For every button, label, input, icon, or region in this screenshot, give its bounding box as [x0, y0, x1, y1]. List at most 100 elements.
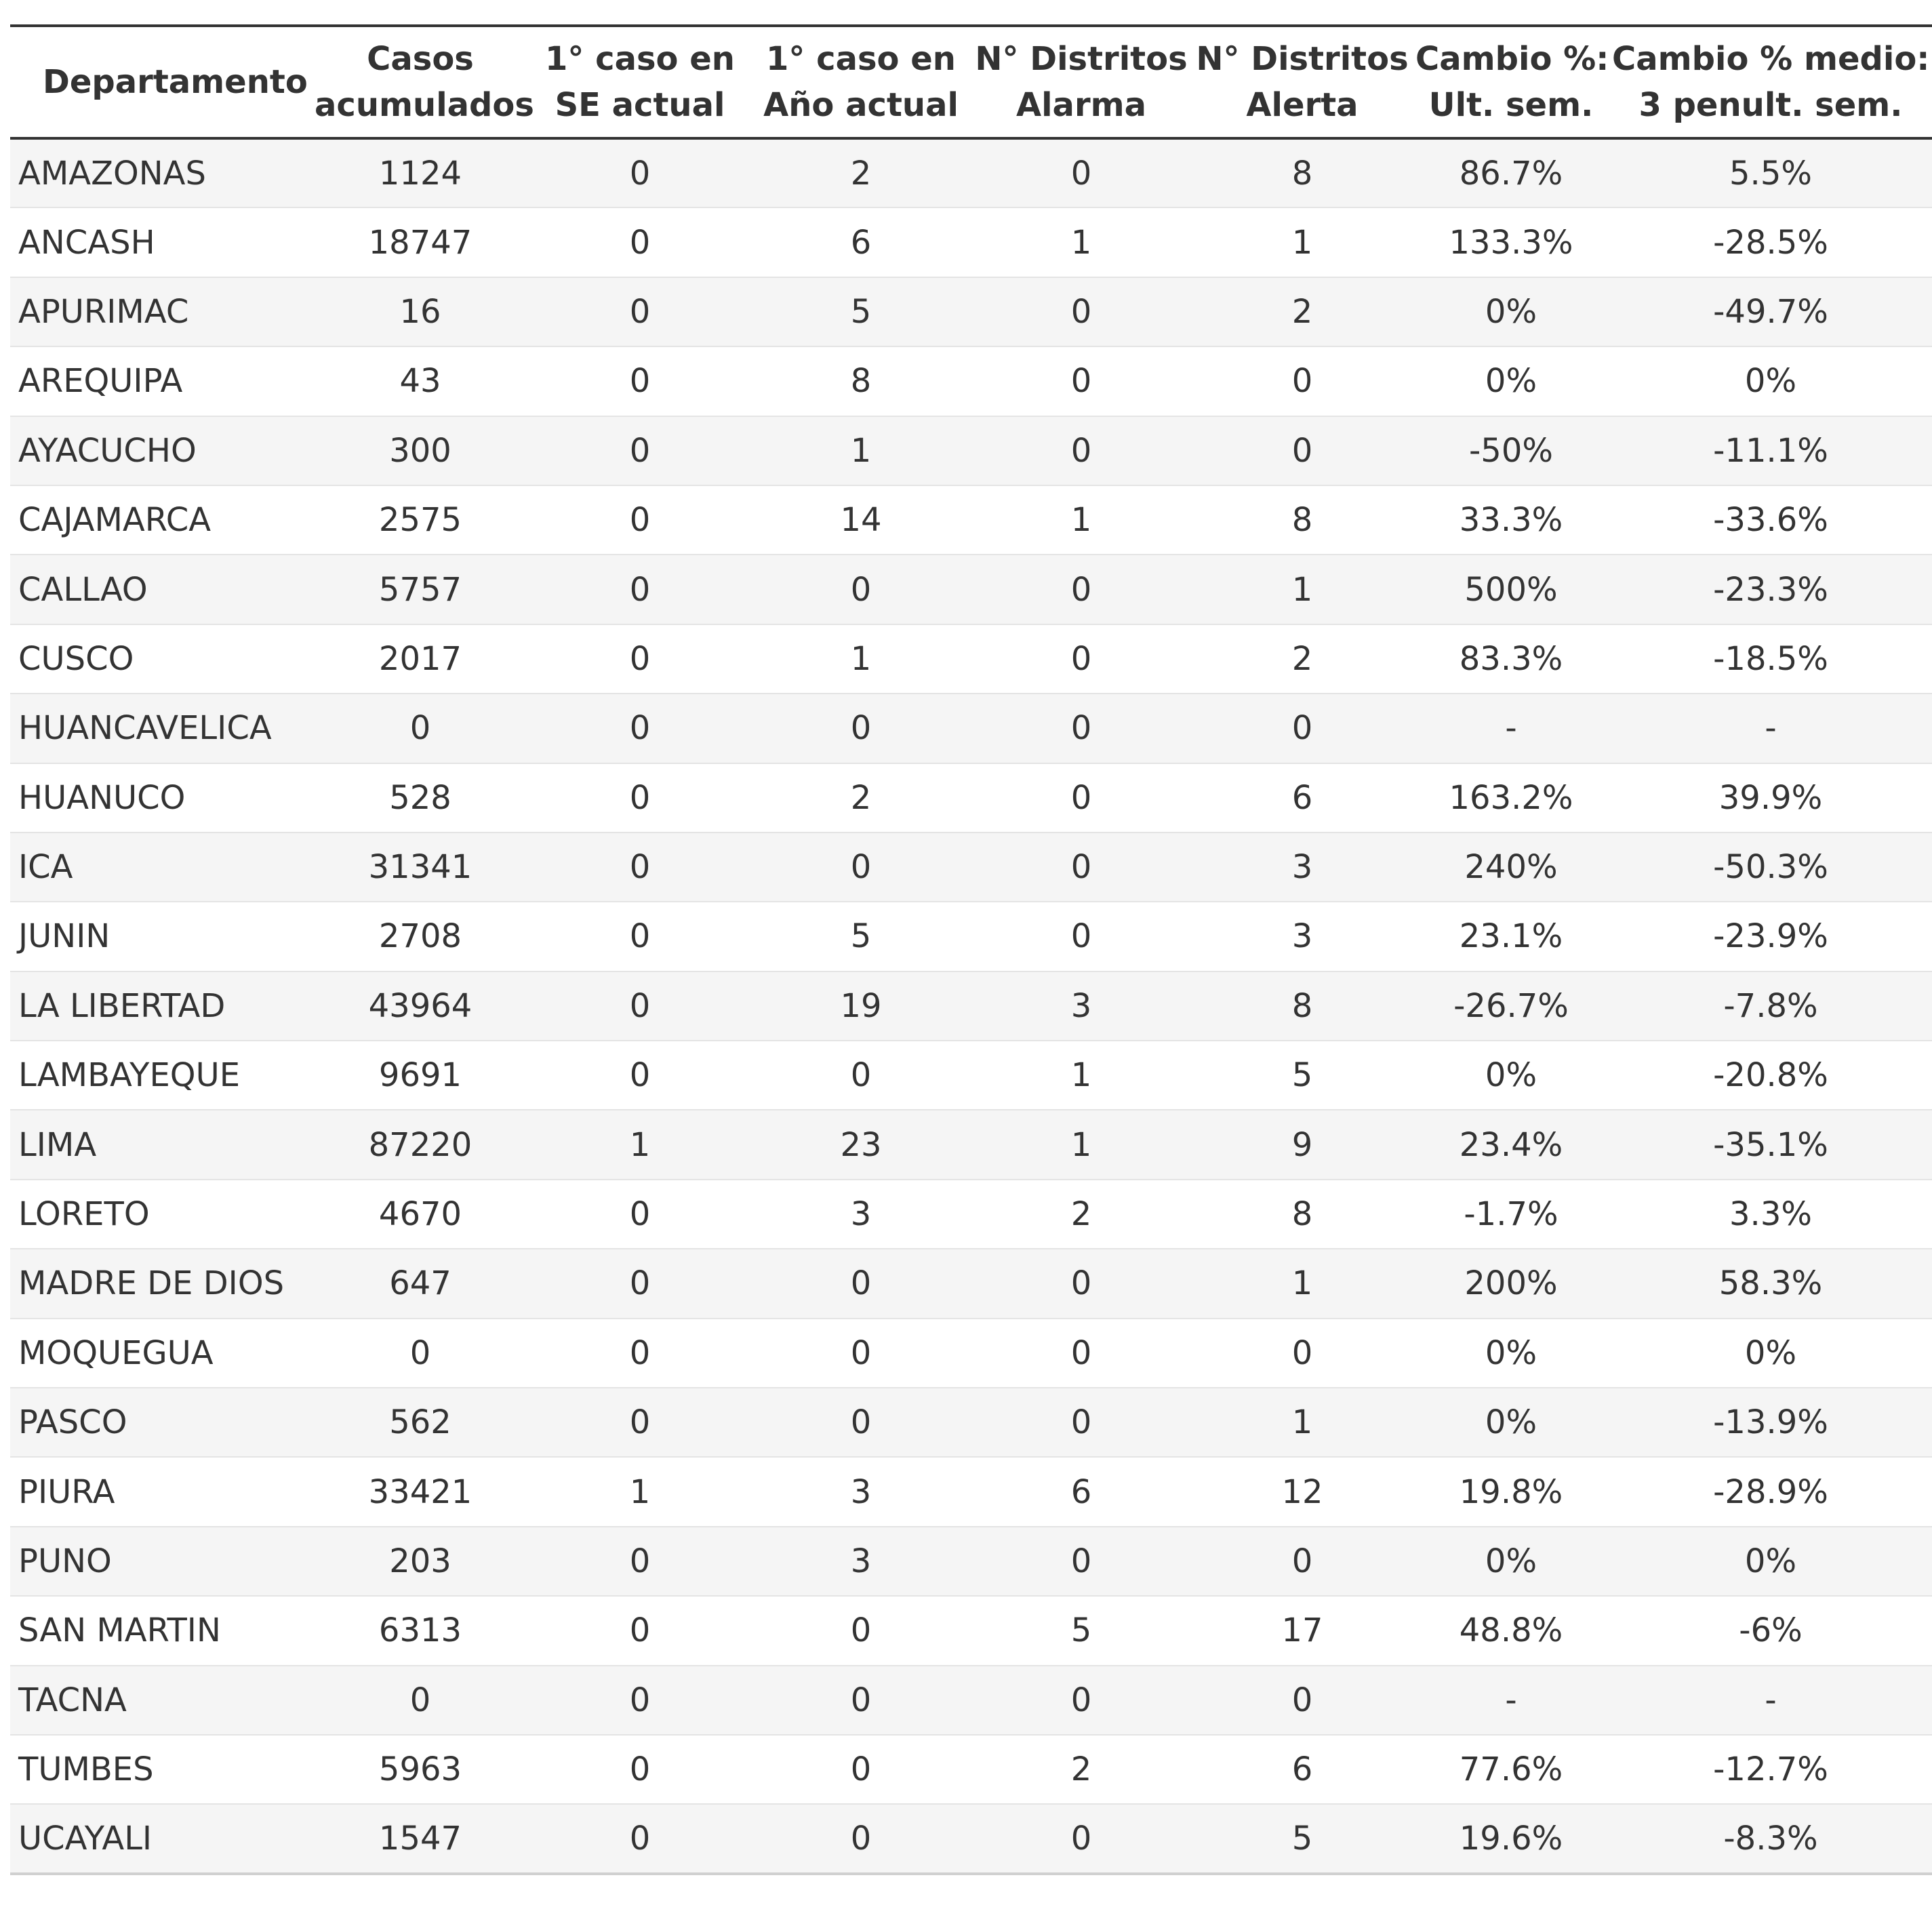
cell-departamento: AMAZONAS — [18, 154, 206, 193]
column-header-line: N° Distritos — [1196, 40, 1409, 78]
cell-cambio-ult-sem: 0% — [1485, 1403, 1537, 1442]
cell-cambio-medio-3-penult-sem: -8.3% — [1723, 1820, 1818, 1858]
cell-cambio-ult-sem: 23.1% — [1459, 917, 1563, 956]
cell-casos-acumulados: 2017 — [378, 639, 462, 678]
cell-cambio-medio-3-penult-sem: -6% — [1739, 1611, 1803, 1650]
cell-departamento: LIMA — [18, 1125, 97, 1164]
cell-primer-caso-se-actual: 0 — [629, 1195, 651, 1234]
column-header-departamento: Departamento — [10, 26, 312, 138]
cell-distritos-alarma: 0 — [1070, 1542, 1092, 1580]
cell-casos-acumulados: 87220 — [368, 1125, 472, 1164]
cell-cambio-medio-3-penult-sem: -7.8% — [1723, 986, 1818, 1025]
cell-departamento: MOQUEGUA — [18, 1334, 214, 1372]
cell-cambio-medio-3-penult-sem: 0% — [1744, 1334, 1797, 1372]
cell-distritos-alerta: 3 — [1291, 848, 1313, 887]
cell-primer-caso-ano-actual: 14 — [840, 501, 882, 540]
table-row: CAJAMARCA 2575 0 14 1 8 33.3% -33.6% — [10, 485, 1932, 555]
cell-distritos-alerta: 0 — [1291, 709, 1313, 748]
cell-casos-acumulados: 5963 — [378, 1750, 462, 1789]
cell-distritos-alarma: 1 — [1070, 501, 1092, 540]
cell-cambio-medio-3-penult-sem: -28.5% — [1713, 223, 1828, 262]
cell-cambio-ult-sem: - — [1505, 709, 1517, 748]
departamentos-table: Departamento Casos acumulados 1° caso en SE … — [10, 24, 1932, 1875]
cell-cambio-ult-sem: 83.3% — [1459, 639, 1563, 678]
cell-primer-caso-se-actual: 0 — [629, 917, 651, 956]
header-row: Departamento Casos acumulados 1° caso en SE … — [10, 26, 1932, 138]
cell-distritos-alarma: 0 — [1070, 1403, 1092, 1442]
cell-cambio-medio-3-penult-sem: -35.1% — [1713, 1125, 1828, 1164]
cell-primer-caso-ano-actual: 0 — [850, 1403, 872, 1442]
cell-distritos-alerta: 8 — [1291, 154, 1313, 193]
cell-distritos-alerta: 0 — [1291, 431, 1313, 470]
cell-distritos-alerta: 8 — [1291, 986, 1313, 1025]
cell-primer-caso-se-actual: 0 — [629, 570, 651, 609]
cell-cambio-medio-3-penult-sem: 58.3% — [1718, 1264, 1823, 1303]
table-row: MADRE DE DIOS 647 0 0 0 1 200% 58.3% — [10, 1249, 1932, 1319]
column-header-line: SE actual — [555, 86, 725, 124]
cell-distritos-alarma: 0 — [1070, 570, 1092, 609]
table-row: AREQUIPA 43 0 8 0 0 0% 0% — [10, 346, 1932, 416]
cell-primer-caso-se-actual: 0 — [629, 639, 651, 678]
cell-departamento: CAJAMARCA — [18, 501, 212, 540]
cell-cambio-medio-3-penult-sem: -12.7% — [1713, 1750, 1828, 1789]
cell-cambio-ult-sem: 240% — [1464, 848, 1558, 887]
cell-departamento: CUSCO — [18, 639, 134, 678]
cell-cambio-medio-3-penult-sem: 39.9% — [1718, 778, 1823, 817]
cell-departamento: LAMBAYEQUE — [18, 1056, 241, 1095]
cell-departamento: PASCO — [18, 1403, 127, 1442]
cell-distritos-alerta: 8 — [1291, 501, 1313, 540]
cell-distritos-alarma: 2 — [1070, 1750, 1092, 1789]
cell-distritos-alarma: 0 — [1070, 1820, 1092, 1858]
cell-departamento: LA LIBERTAD — [18, 986, 226, 1025]
cell-distritos-alarma: 2 — [1070, 1195, 1092, 1234]
column-header-line: Departamento — [43, 63, 308, 101]
cell-distritos-alarma: 0 — [1070, 639, 1092, 678]
table-row: SAN MARTIN 6313 0 0 5 17 48.8% -6% — [10, 1596, 1932, 1666]
cell-casos-acumulados: 562 — [389, 1403, 451, 1442]
cell-distritos-alerta: 8 — [1291, 1195, 1313, 1234]
cell-primer-caso-ano-actual: 8 — [850, 362, 872, 401]
cell-cambio-medio-3-penult-sem: 3.3% — [1729, 1195, 1812, 1234]
cell-cambio-ult-sem: -1.7% — [1464, 1195, 1558, 1234]
cell-primer-caso-ano-actual: 1 — [850, 431, 872, 470]
cell-cambio-ult-sem: 0% — [1485, 1056, 1537, 1095]
cell-cambio-ult-sem: 500% — [1464, 570, 1558, 609]
cell-casos-acumulados: 16 — [399, 292, 441, 331]
cell-cambio-ult-sem: 19.6% — [1459, 1820, 1563, 1858]
cell-primer-caso-ano-actual: 0 — [850, 1820, 872, 1858]
cell-primer-caso-se-actual: 0 — [629, 1056, 651, 1095]
cell-casos-acumulados: 2575 — [378, 501, 462, 540]
cell-distritos-alarma: 1 — [1070, 1125, 1092, 1164]
cell-primer-caso-se-actual: 0 — [629, 431, 651, 470]
cell-distritos-alerta: 12 — [1281, 1472, 1323, 1511]
cell-departamento: PIURA — [18, 1472, 115, 1511]
cell-departamento: APURIMAC — [18, 292, 189, 331]
cell-primer-caso-se-actual: 0 — [629, 1611, 651, 1650]
cell-cambio-ult-sem: 86.7% — [1459, 154, 1563, 193]
column-header-primer-caso-ano-actual: 1° caso en Año actual — [751, 26, 971, 138]
table-row: HUANCAVELICA 0 0 0 0 0 - - — [10, 694, 1932, 763]
cell-primer-caso-ano-actual: 1 — [850, 639, 872, 678]
table-row: PUNO 203 0 3 0 0 0% 0% — [10, 1526, 1932, 1597]
cell-distritos-alerta: 2 — [1291, 639, 1313, 678]
cell-primer-caso-ano-actual: 0 — [850, 1750, 872, 1789]
cell-distritos-alerta: 5 — [1291, 1820, 1313, 1858]
table-row: TUMBES 5963 0 0 2 6 77.6% -12.7% — [10, 1734, 1932, 1805]
cell-casos-acumulados: 6313 — [378, 1611, 462, 1650]
cell-distritos-alarma: 0 — [1070, 848, 1092, 887]
cell-distritos-alerta: 1 — [1291, 1264, 1313, 1303]
cell-distritos-alerta: 5 — [1291, 1056, 1313, 1095]
table-row: APURIMAC 16 0 5 0 2 0% -49.7% — [10, 277, 1932, 347]
cell-primer-caso-ano-actual: 0 — [850, 1264, 872, 1303]
cell-departamento: UCAYALI — [18, 1820, 153, 1858]
cell-primer-caso-se-actual: 1 — [629, 1472, 651, 1511]
cell-primer-caso-ano-actual: 19 — [840, 986, 882, 1025]
cell-cambio-ult-sem: 0% — [1485, 362, 1537, 401]
cell-cambio-ult-sem: 23.4% — [1459, 1125, 1563, 1164]
cell-cambio-ult-sem: 163.2% — [1449, 778, 1573, 817]
cell-casos-acumulados: 1124 — [378, 154, 462, 193]
cell-casos-acumulados: 647 — [389, 1264, 451, 1303]
table-row: LA LIBERTAD 43964 0 19 3 8 -26.7% -7.8% — [10, 971, 1932, 1041]
cell-distritos-alarma: 5 — [1070, 1611, 1092, 1650]
table-row: ANCASH 18747 0 6 1 1 133.3% -28.5% — [10, 207, 1932, 277]
